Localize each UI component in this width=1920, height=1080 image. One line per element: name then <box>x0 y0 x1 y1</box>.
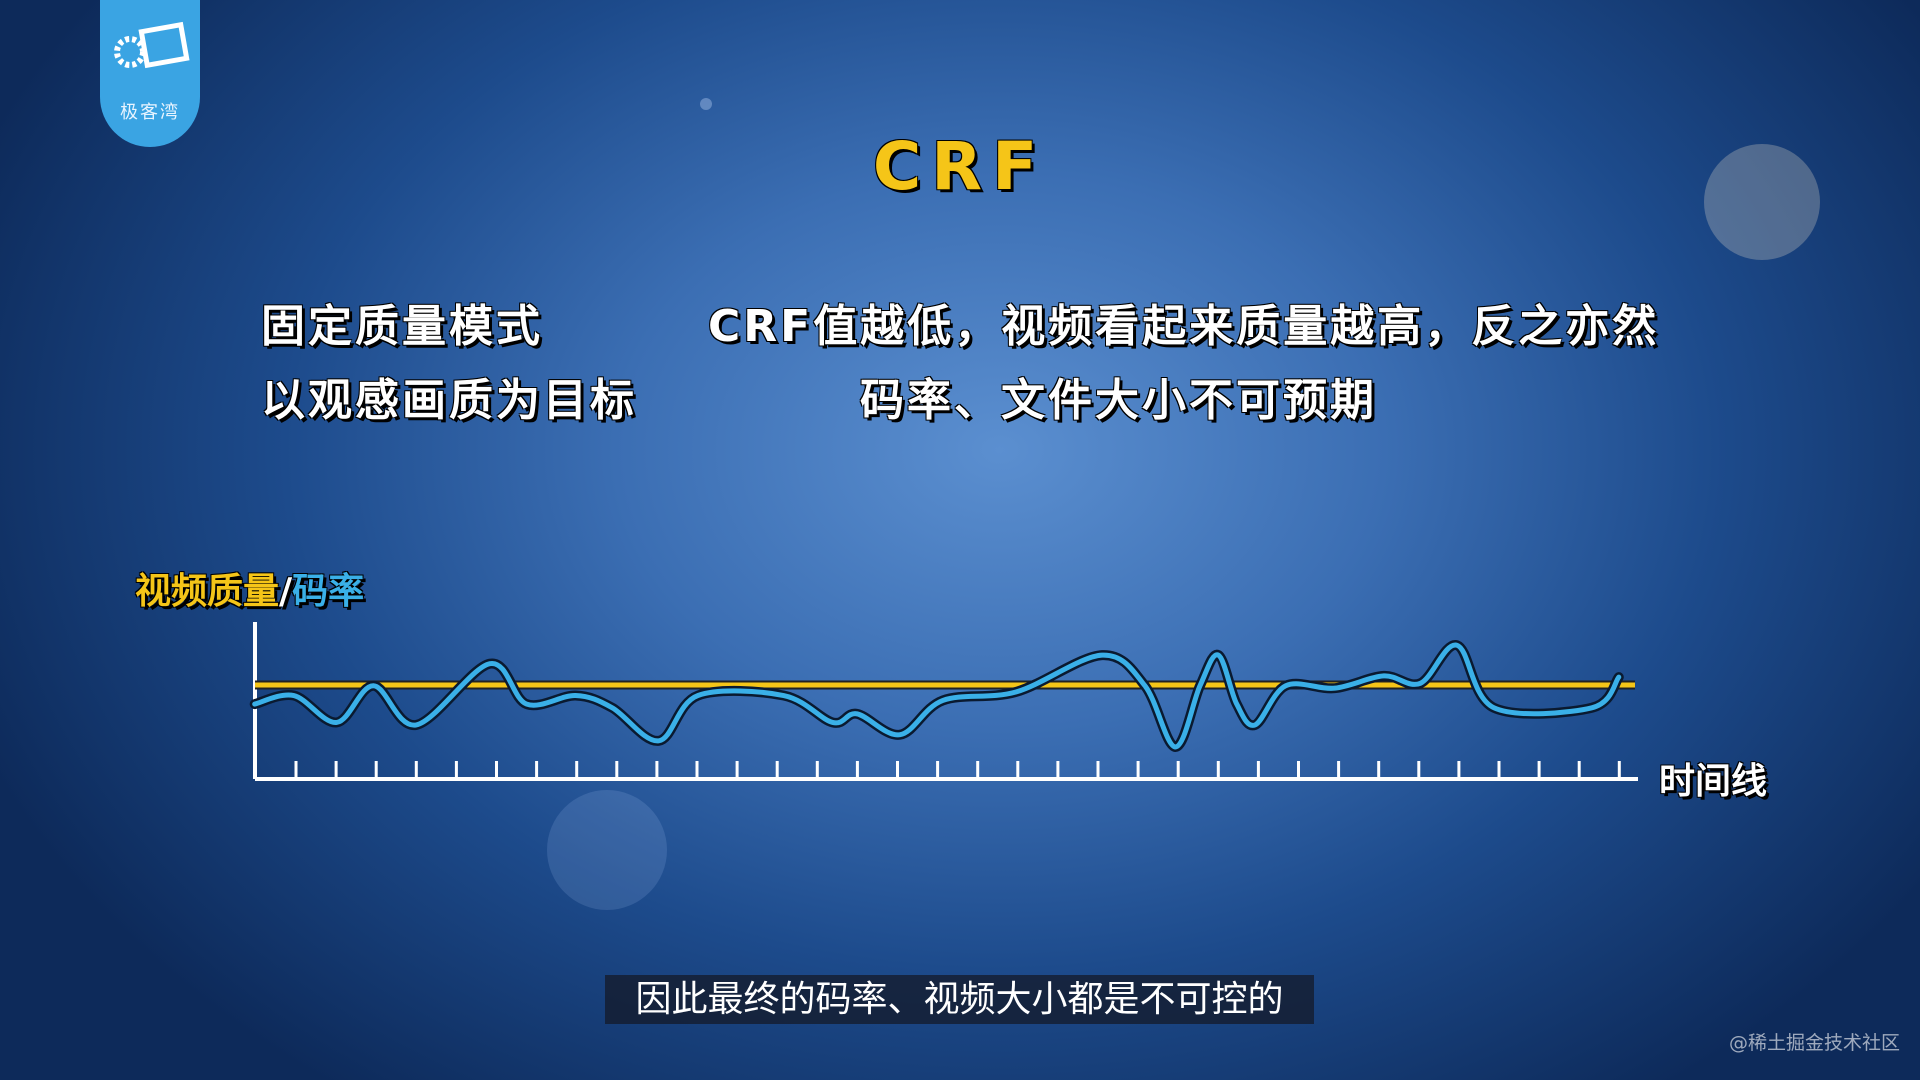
logo-text: 极客湾 <box>120 102 180 123</box>
row-label: 固定质量模式 <box>261 301 543 352</box>
title: CRF <box>872 128 1048 205</box>
bokeh <box>1704 144 1820 260</box>
chart-diagram <box>249 622 1638 781</box>
bokeh <box>547 790 667 910</box>
row-label: 以观感画质为目标 <box>261 375 637 426</box>
y-axis-label: 视频质量/码率 <box>135 562 364 614</box>
logo: 极客湾 <box>100 0 200 147</box>
bitrate-label: 码率 <box>292 571 365 612</box>
watermark: @稀土掘金技术社区 <box>1729 1032 1901 1054</box>
separator: / <box>279 571 293 612</box>
bitrate-curve-outline <box>249 640 1624 752</box>
subtitle: 因此最终的码率、视频大小都是不可控的 <box>605 975 1314 1024</box>
row-text: CRF值越低，视频看起来质量越高，反之亦然 <box>708 301 1660 352</box>
bokeh <box>700 98 712 110</box>
row-text: 码率、文件大小不可预期 <box>860 375 1377 426</box>
logo-icon <box>114 21 190 69</box>
bitrate-curve <box>252 642 1622 750</box>
quality-label: 视频质量 <box>135 571 280 612</box>
x-axis-label: 时间线 <box>1659 761 1768 802</box>
